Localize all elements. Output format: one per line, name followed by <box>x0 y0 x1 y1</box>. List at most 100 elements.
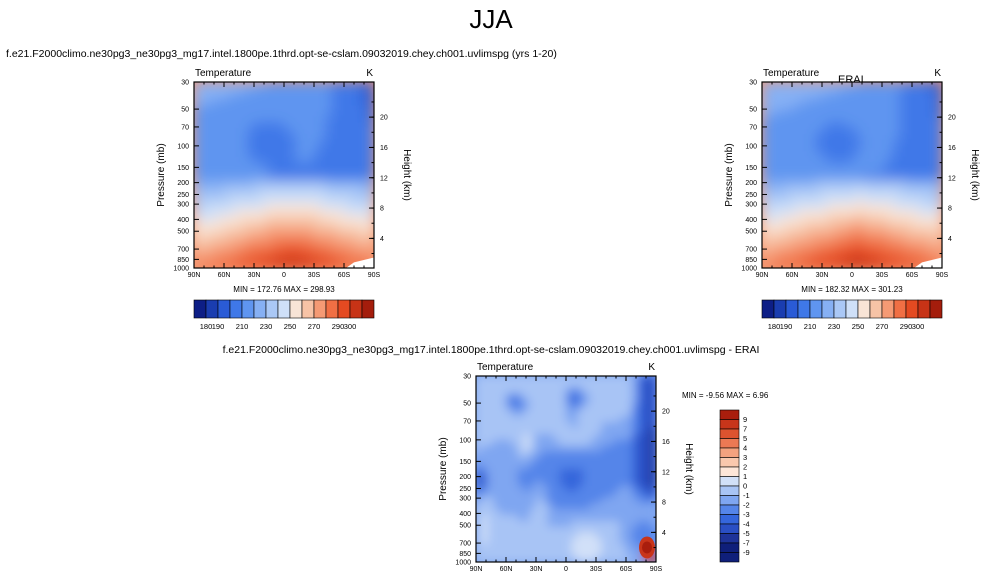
colorbar-box <box>719 476 740 487</box>
pressure-tick-label: 200 <box>745 180 757 187</box>
colorbar-box <box>241 299 255 319</box>
colorbar-label: 270 <box>308 322 321 331</box>
x-tick-label: 90S <box>936 272 949 279</box>
colorbar-box <box>881 299 895 319</box>
colorbar-label: -1 <box>743 491 750 500</box>
variable-label: Temperature <box>195 68 252 79</box>
height-tick-label: 12 <box>662 469 670 476</box>
pressure-tick-label: 700 <box>177 247 189 254</box>
pressure-tick-label: 30 <box>463 374 471 381</box>
pressure-tick-label: 1000 <box>741 266 757 273</box>
colorbar-label: 300 <box>344 322 357 331</box>
colorbar-box <box>325 299 339 319</box>
colorbar-label: 290 <box>332 322 345 331</box>
pressure-tick-label: 250 <box>745 192 757 199</box>
height-tick-label: 20 <box>948 115 956 122</box>
colorbar-box <box>313 299 327 319</box>
pressure-tick-label: 250 <box>177 192 189 199</box>
variable-label: Temperature <box>763 68 820 79</box>
y-axis-label: Pressure (mb) <box>156 143 167 206</box>
height-tick-label: 16 <box>948 145 956 152</box>
colorbar-label: -5 <box>743 529 750 538</box>
colorbar-label: 1 <box>743 472 747 481</box>
field-1 <box>762 82 942 268</box>
terrain-mask <box>914 257 942 268</box>
pressure-tick-label: 70 <box>181 124 189 131</box>
x-tick-label: 90S <box>368 272 381 279</box>
y-axis-label: Pressure (mb) <box>438 437 449 500</box>
pressure-tick-label: 150 <box>177 165 189 172</box>
height-tick-label: 20 <box>380 115 388 122</box>
x-tick-label: 60N <box>500 566 513 573</box>
x-tick-label: 60S <box>620 566 633 573</box>
x-tick-label: 90S <box>650 566 663 573</box>
season-title: JJA <box>469 4 513 34</box>
colorbar-box <box>193 299 207 319</box>
pressure-tick-label: 300 <box>177 202 189 209</box>
pressure-tick-label: 700 <box>745 247 757 254</box>
y2-axis-label: Height (km) <box>969 149 980 201</box>
pressure-tick-label: 850 <box>459 551 471 558</box>
height-tick-label: 4 <box>948 236 952 243</box>
pressure-tick-label: 500 <box>459 523 471 530</box>
x-tick-label: 60S <box>338 272 351 279</box>
colorbar-label: 4 <box>743 444 747 453</box>
units-label: K <box>366 68 373 79</box>
x-tick-label: 30S <box>876 272 889 279</box>
colorbar-box <box>265 299 279 319</box>
variable-label: Temperature <box>477 362 534 373</box>
colorbar-box <box>905 299 919 319</box>
height-tick-label: 4 <box>662 530 666 537</box>
colorbar-box <box>719 447 740 458</box>
colorbar-1: 180 190 210 230 250 270 290 300 <box>761 299 943 331</box>
pressure-tick-label: 50 <box>463 401 471 408</box>
colorbar-label: 230 <box>828 322 841 331</box>
colorbar-label: 210 <box>804 322 817 331</box>
x-tick-label: 90N <box>188 272 201 279</box>
colorbar-box <box>719 485 740 496</box>
x-tick-label: 60N <box>786 272 799 279</box>
x-tick-label: 30S <box>590 566 603 573</box>
colorbar-box <box>719 438 740 449</box>
colorbar-box <box>719 409 740 420</box>
colorbar-box <box>719 542 740 553</box>
colorbar-box <box>773 299 787 319</box>
colorbar-box <box>797 299 811 319</box>
colorbar-box <box>845 299 859 319</box>
x-tick-label: 90N <box>470 566 483 573</box>
colorbar-box <box>719 504 740 515</box>
height-tick-label: 8 <box>948 206 952 213</box>
pressure-tick-label: 30 <box>749 80 757 87</box>
y2-axis-label: Height (km) <box>401 149 412 201</box>
colorbar-label: 300 <box>912 322 925 331</box>
height-tick-label: 4 <box>380 236 384 243</box>
pressure-tick-label: 100 <box>745 143 757 150</box>
colorbar-box <box>833 299 847 319</box>
x-tick-label: 30N <box>248 272 261 279</box>
pressure-tick-label: 200 <box>177 180 189 187</box>
x-tick-label: 30S <box>308 272 321 279</box>
colorbar-box <box>719 523 740 534</box>
colorbar-box <box>719 552 740 563</box>
pressure-tick-label: 200 <box>459 474 471 481</box>
pressure-tick-label: 70 <box>749 124 757 131</box>
colorbar-box <box>337 299 351 319</box>
pressure-tick-label: 400 <box>177 217 189 224</box>
colorbar-box <box>217 299 231 319</box>
diff-title: f.e21.F2000climo.ne30pg3_ne30pg3_mg17.in… <box>222 344 760 356</box>
axes-0: 90N 60N 30N 0 30S 60S 90S 30 50 70 100 150 200 250 300… <box>156 68 412 294</box>
colorbar-label: 210 <box>236 322 249 331</box>
height-tick-label: 12 <box>948 175 956 182</box>
colorbar-label: 0 <box>743 482 747 491</box>
colorbar-box <box>857 299 871 319</box>
pressure-tick-label: 50 <box>749 107 757 114</box>
colorbar-box <box>719 514 740 525</box>
colorbar-box <box>761 299 775 319</box>
colorbar-label: 180 <box>200 322 213 331</box>
y-axis-label: Pressure (mb) <box>724 143 735 206</box>
colorbar-box <box>821 299 835 319</box>
colorbar-label: -9 <box>743 548 750 557</box>
colorbar-label: 230 <box>260 322 273 331</box>
case-title: f.e21.F2000climo.ne30pg3_ne30pg3_mg17.in… <box>6 48 557 60</box>
